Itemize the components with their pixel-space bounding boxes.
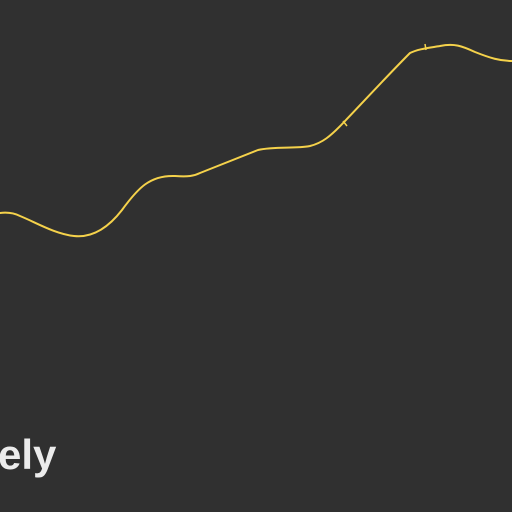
trend-line [0, 43, 512, 238]
tick-mark [424, 43, 427, 51]
caption-label: ely [0, 431, 57, 478]
tick-mark [342, 120, 348, 127]
